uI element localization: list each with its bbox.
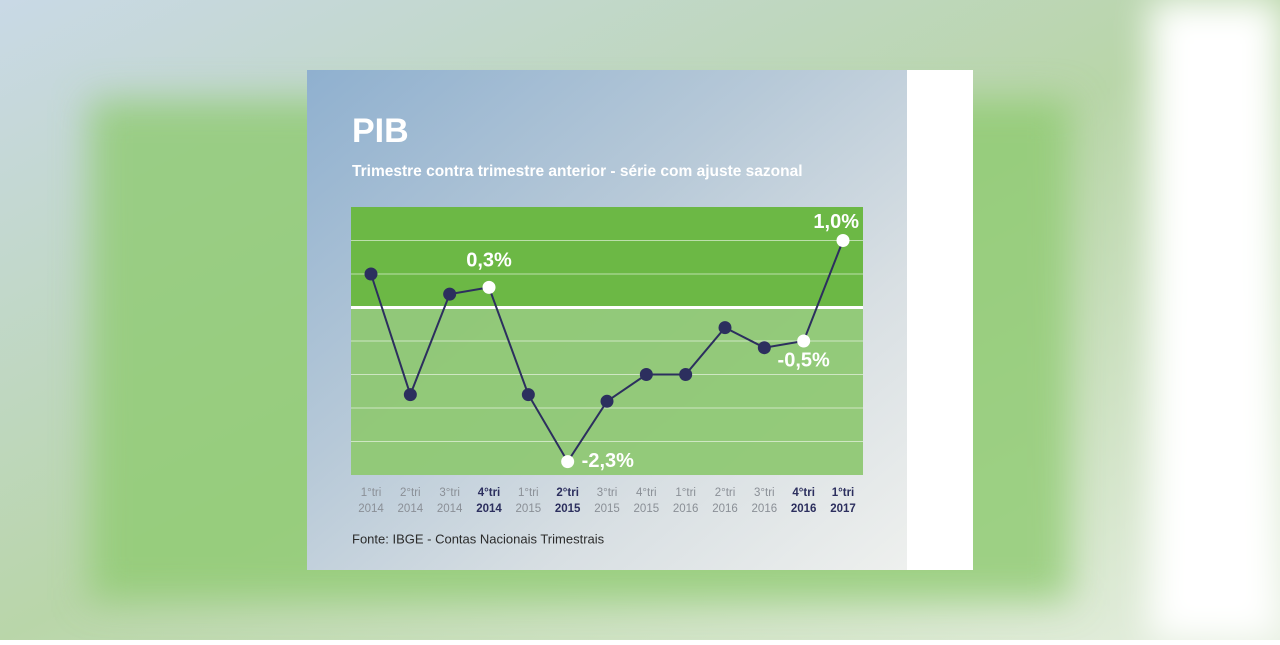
- value-label: 1,0%: [813, 211, 859, 233]
- x-tick-label: 2014: [476, 503, 502, 515]
- data-point: [836, 234, 850, 247]
- plot: 1°tri 2014 2°tri 2014 3°tri 2014 0,3% 4°tri 2014…: [351, 207, 863, 515]
- x-tick-label: 1°tri: [832, 487, 855, 499]
- x-tick-label: 4°tri: [792, 487, 815, 499]
- x-tick-label: 2016: [791, 503, 817, 515]
- data-point: [443, 287, 457, 301]
- x-tick-label: 2017: [830, 503, 856, 515]
- chart-subtitle: Trimestre contra trimestre anterior - sé…: [352, 163, 803, 180]
- x-tick-label: 1°tri: [518, 487, 539, 499]
- data-point: [600, 394, 614, 408]
- data-point: [521, 388, 535, 402]
- x-tick-label: 2015: [555, 503, 581, 515]
- x-tick-label: 2016: [673, 503, 699, 515]
- x-tick-label: 2°tri: [556, 487, 579, 499]
- x-tick-label: 2016: [752, 503, 778, 515]
- value-label: 0,3%: [466, 250, 512, 272]
- data-point: [797, 334, 811, 348]
- data-point: [364, 267, 378, 281]
- data-point: [718, 321, 732, 335]
- x-tick-label: 2015: [516, 503, 542, 515]
- data-point: [639, 368, 653, 381]
- x-tick-label: 2014: [398, 503, 424, 515]
- negative-band: [351, 307, 863, 475]
- value-label: -0,5%: [778, 349, 830, 371]
- data-point: [757, 341, 771, 355]
- data-point: [561, 455, 575, 469]
- x-tick-label: 4°tri: [478, 487, 501, 499]
- x-tick-label: 2°tri: [400, 487, 421, 499]
- x-tick-label: 3°tri: [439, 487, 460, 499]
- x-tick-label: 3°tri: [754, 487, 775, 499]
- data-point: [482, 280, 496, 294]
- chart-title: PIB: [352, 112, 409, 150]
- x-tick-label: 1°tri: [675, 487, 696, 499]
- x-tick-label: 2015: [634, 503, 660, 515]
- x-tick-label: 2016: [712, 503, 738, 515]
- value-label: -2,3%: [582, 450, 634, 472]
- source-note: Fonte: IBGE - Contas Nacionais Trimestra…: [352, 531, 605, 546]
- data-point: [403, 388, 417, 402]
- data-point: [679, 368, 693, 381]
- positive-band: [351, 207, 863, 308]
- x-tick-label: 2014: [358, 503, 384, 515]
- x-tick-label: 4°tri: [636, 487, 657, 499]
- x-tick-label: 3°tri: [597, 487, 618, 499]
- x-tick-label: 2°tri: [715, 487, 736, 499]
- x-tick-label: 2014: [437, 503, 463, 515]
- x-tick-label: 2015: [594, 503, 620, 515]
- x-tick-label: 1°tri: [361, 487, 382, 499]
